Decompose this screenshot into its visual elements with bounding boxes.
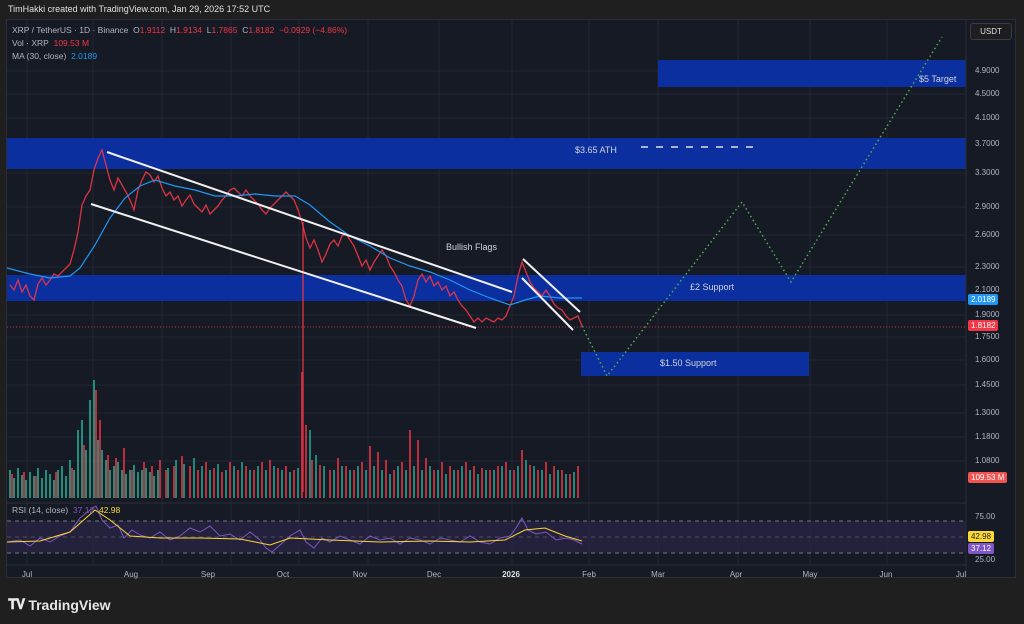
tradingview-logo[interactable]: 𝐓𝐕 TradingView bbox=[8, 596, 111, 613]
rsi-tick: 75.00 bbox=[975, 512, 996, 521]
time-label: Jul bbox=[955, 570, 967, 579]
price-tick: 1.3000 bbox=[975, 408, 1000, 417]
change: −0.0929 (−4.86%) bbox=[279, 25, 348, 35]
currency-button[interactable]: USDT bbox=[970, 23, 1012, 40]
price-tick: 1.4500 bbox=[975, 380, 1000, 389]
support-150-label[interactable]: $1.50 Support bbox=[660, 358, 717, 368]
ma-line bbox=[6, 179, 582, 306]
price-tick: 2.6000 bbox=[975, 230, 1000, 239]
time-label: Jul bbox=[21, 570, 33, 579]
ath-zone bbox=[7, 138, 966, 169]
price-tick: 1.6000 bbox=[975, 355, 1000, 364]
price-tick: 4.5000 bbox=[975, 89, 1000, 98]
time-label: Oct bbox=[276, 570, 290, 579]
projection-path bbox=[581, 36, 943, 378]
tradingview-logo-icon: 𝐓𝐕 bbox=[8, 596, 25, 612]
target-label[interactable]: $5 Target bbox=[919, 74, 957, 84]
attribution: TimHakki created with TradingView.com, J… bbox=[8, 4, 271, 14]
time-label: Sep bbox=[200, 570, 216, 579]
rsi-ma-tag: 42.98 bbox=[968, 531, 995, 542]
time-label: Jun bbox=[879, 570, 893, 579]
ath-label[interactable]: $3.65 ATH bbox=[575, 145, 617, 155]
symbol[interactable]: XRP / TetherUS · 1D · Binance bbox=[12, 25, 129, 35]
price-tick: 2.1000 bbox=[975, 285, 1000, 294]
ohlc-legend: XRP / TetherUS · 1D · Binance O1.9112 H1… bbox=[12, 25, 348, 35]
price-tick: 2.9000 bbox=[975, 202, 1000, 211]
price-tick: 4.9000 bbox=[975, 66, 1000, 75]
ma-price-tag: 2.0189 bbox=[968, 294, 999, 305]
price-tick: 4.1000 bbox=[975, 113, 1000, 122]
time-label: Dec bbox=[426, 570, 442, 579]
price-tick: 1.9000 bbox=[975, 310, 1000, 319]
rsi-legend: RSI (14, close) 37.12 42.98 bbox=[12, 505, 121, 515]
candles bbox=[9, 148, 583, 492]
time-label: Mar bbox=[651, 570, 665, 579]
time-label: Aug bbox=[123, 570, 139, 579]
time-label: Feb bbox=[582, 570, 596, 579]
price-tick: 3.7000 bbox=[975, 139, 1000, 148]
rsi-tag: 37.12 bbox=[968, 543, 995, 554]
time-label: Nov bbox=[352, 570, 368, 579]
time-label: May bbox=[802, 570, 818, 579]
price-tick: 2.3000 bbox=[975, 262, 1000, 271]
last-price-tag: 1.8182 bbox=[968, 320, 999, 331]
time-label: Apr bbox=[729, 570, 743, 579]
price-tick: 1.1800 bbox=[975, 432, 1000, 441]
price-tick: 1.0800 bbox=[975, 456, 1000, 465]
volume-legend: Vol · XRP 109.53 M bbox=[12, 38, 90, 48]
target-zone bbox=[658, 60, 966, 87]
time-label: 2026 bbox=[502, 570, 520, 579]
rsi-tick: 25.00 bbox=[975, 555, 996, 564]
support-150-zone bbox=[581, 352, 809, 376]
support-2-label[interactable]: £2 Support bbox=[690, 282, 735, 292]
price-tick: 3.3000 bbox=[975, 168, 1000, 177]
ma-legend: MA (30, close) 2.0189 bbox=[12, 51, 98, 61]
rsi-ma-line bbox=[6, 509, 583, 546]
volume-tag: 109.53 M bbox=[968, 472, 1008, 483]
volume-bars bbox=[9, 372, 579, 498]
price-tick: 1.7500 bbox=[975, 332, 1000, 341]
bullish-flags-label[interactable]: Bullish Flags bbox=[446, 242, 498, 252]
